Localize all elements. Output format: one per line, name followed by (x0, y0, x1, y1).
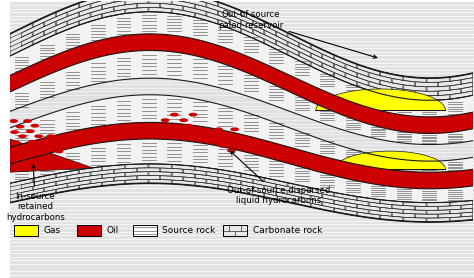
Ellipse shape (62, 145, 71, 149)
Polygon shape (10, 122, 474, 189)
Ellipse shape (165, 124, 174, 128)
Ellipse shape (179, 118, 188, 122)
Polygon shape (10, 95, 474, 172)
Ellipse shape (26, 129, 35, 133)
Polygon shape (10, 164, 474, 222)
Polygon shape (10, 51, 474, 145)
Polygon shape (10, 34, 474, 133)
Polygon shape (10, 139, 474, 203)
Ellipse shape (40, 150, 49, 153)
Text: Out-of-source dispersed
liquid hydrocarbons: Out-of-source dispersed liquid hydrocarb… (227, 152, 330, 205)
Ellipse shape (161, 118, 170, 122)
Ellipse shape (19, 145, 28, 149)
Polygon shape (10, 122, 474, 189)
Ellipse shape (62, 134, 71, 138)
Polygon shape (10, 139, 93, 172)
Ellipse shape (16, 125, 25, 128)
Ellipse shape (184, 124, 193, 128)
Ellipse shape (23, 119, 32, 123)
Ellipse shape (54, 139, 63, 143)
Bar (77, 225, 101, 236)
Polygon shape (316, 89, 446, 111)
Ellipse shape (222, 132, 231, 136)
Ellipse shape (34, 134, 43, 138)
Text: Oil: Oil (107, 226, 119, 235)
Ellipse shape (47, 145, 56, 149)
Polygon shape (334, 151, 446, 170)
Text: Carbonate rock: Carbonate rock (253, 226, 322, 235)
Polygon shape (10, 0, 474, 100)
Ellipse shape (189, 113, 197, 116)
Ellipse shape (227, 149, 236, 153)
Ellipse shape (37, 145, 46, 149)
Ellipse shape (55, 150, 64, 153)
Ellipse shape (9, 119, 18, 123)
Polygon shape (10, 12, 474, 117)
Text: In-source
retained
hydrocarbons: In-source retained hydrocarbons (6, 165, 65, 222)
Ellipse shape (28, 140, 36, 144)
Ellipse shape (235, 144, 244, 148)
Text: Out-of-source
paleo-reservoir: Out-of-source paleo-reservoir (218, 10, 377, 58)
Ellipse shape (170, 113, 179, 116)
Ellipse shape (77, 134, 86, 138)
Ellipse shape (10, 130, 19, 134)
Ellipse shape (11, 140, 20, 144)
Ellipse shape (174, 129, 183, 133)
Ellipse shape (70, 139, 78, 143)
Bar (14, 225, 38, 236)
Bar (223, 225, 247, 236)
Ellipse shape (18, 134, 27, 138)
Text: Gas: Gas (43, 226, 60, 235)
Bar (133, 225, 157, 236)
Ellipse shape (46, 134, 55, 138)
Polygon shape (10, 34, 474, 133)
Polygon shape (10, 0, 474, 222)
Ellipse shape (214, 127, 223, 131)
Ellipse shape (230, 127, 239, 131)
Text: Source rock: Source rock (163, 226, 216, 235)
Ellipse shape (219, 144, 228, 148)
Ellipse shape (30, 124, 39, 128)
